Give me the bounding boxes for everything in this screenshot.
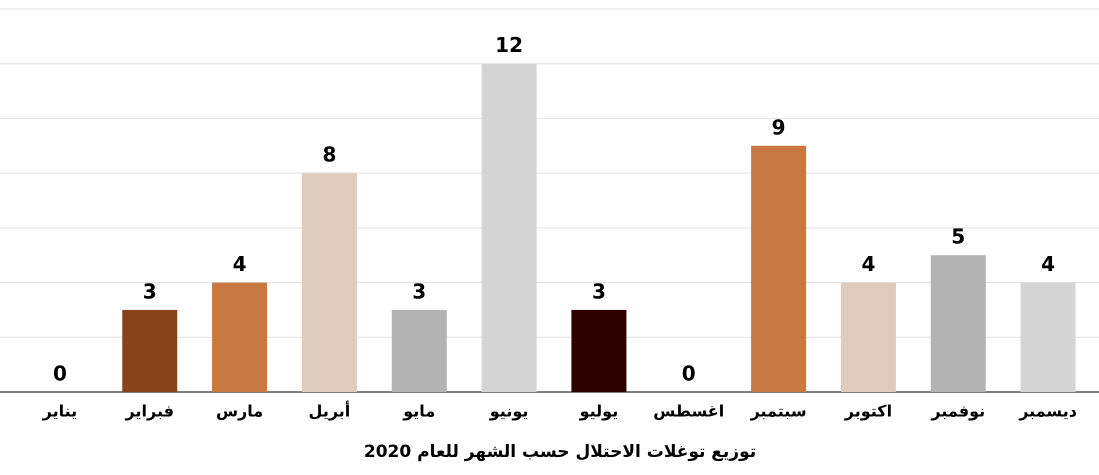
bar: [1020, 282, 1076, 392]
x-tick-label: مايو: [402, 402, 435, 421]
data-label: 8: [322, 143, 336, 167]
data-label: 4: [1041, 252, 1055, 276]
bar: [481, 63, 537, 392]
x-tick-label: يونيو: [489, 402, 529, 421]
x-tick-label: فبراير: [125, 402, 174, 421]
bar: [930, 255, 986, 392]
x-tick-label: مارس: [216, 402, 263, 421]
data-label: 4: [233, 252, 247, 276]
bar: [840, 282, 896, 392]
bar: [122, 309, 178, 392]
x-tick-label: اكتوبر: [844, 402, 892, 421]
x-tick-label: يوليو: [579, 402, 619, 421]
data-label: 4: [861, 252, 875, 276]
chart-title: توزيع توغلات الاحتلال حسب الشهر للعام 20…: [364, 442, 756, 462]
data-label: 0: [53, 362, 67, 386]
data-label: 3: [592, 279, 606, 303]
data-label: 3: [412, 279, 426, 303]
x-tick-label: أبريل: [309, 401, 351, 421]
bar: [751, 145, 807, 392]
data-label: 3: [143, 279, 157, 303]
x-tick-label: يناير: [42, 402, 78, 421]
bar: [571, 309, 627, 392]
x-tick-label: سبتمبر: [750, 402, 807, 421]
x-tick-label: ديسمبر: [1018, 402, 1077, 421]
bar: [391, 309, 447, 392]
data-label: 5: [951, 225, 965, 249]
bar: [301, 173, 357, 392]
data-label: 12: [495, 33, 523, 57]
x-tick-label: نوفمبر: [930, 402, 985, 421]
x-tick-label: اغسطس: [653, 402, 724, 421]
data-label: 0: [682, 362, 696, 386]
data-label: 9: [772, 115, 786, 139]
bar: [212, 282, 268, 392]
